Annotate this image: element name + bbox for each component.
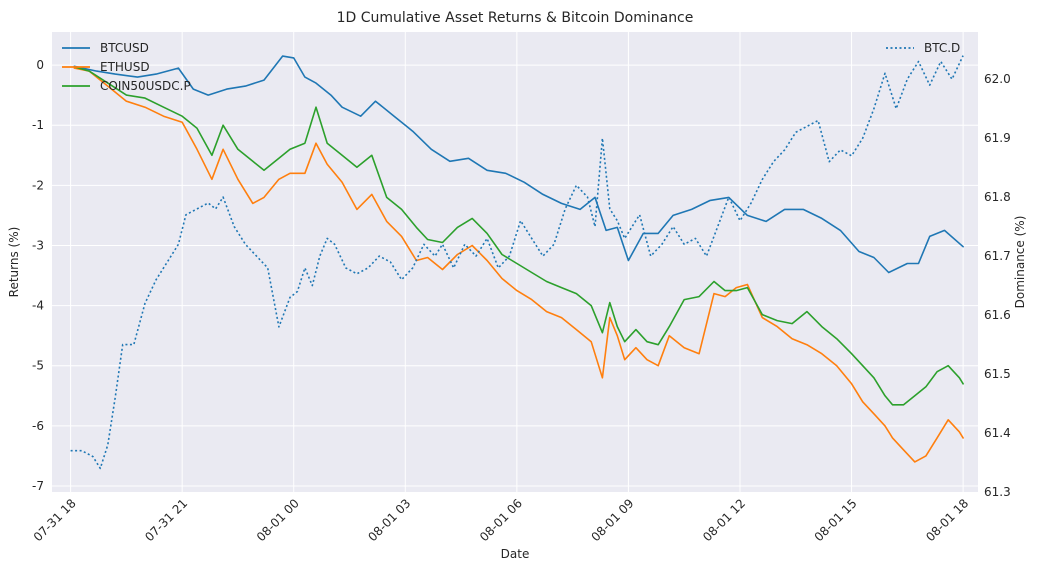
chart-title: 1D Cumulative Asset Returns & Bitcoin Do… [337,10,694,26]
y-axis-label: Returns (%) [7,227,21,298]
y2-tick-label: 61.4 [984,426,1011,440]
y-tick-label: 0 [36,58,44,72]
y2-axis-label: Dominance (%) [1013,216,1027,309]
legend-label: COIN50USDC.P [100,79,191,93]
series-line-btc-d [70,55,964,470]
y-tick-label: -3 [32,238,44,252]
legend-left: BTCUSD ETHUSD COIN50USDC.P [62,41,191,93]
x-tick-label: 08-01 00 [254,496,302,544]
x-tick-label: 07-31 18 [31,496,79,544]
series-line-coin50usdc-p [73,66,964,406]
y2-tick-label: 61.3 [984,485,1011,499]
series-line-btcusd [73,55,964,274]
series-line-ethusd [73,67,964,463]
y-tick-label: -4 [32,299,44,313]
y-tick-label: -2 [32,178,44,192]
series-layer [70,55,964,470]
y-tick-label: -1 [32,118,44,132]
x-tick-label: 07-31 21 [142,496,190,544]
y2-tick-label: 62.0 [984,72,1011,86]
legend-label: ETHUSD [100,60,150,74]
y2-tick-label: 61.7 [984,249,1011,263]
legend-label: BTCUSD [100,41,149,55]
y2-tick-label: 61.9 [984,131,1011,145]
x-tick-label: 08-01 12 [700,496,748,544]
x-tick-label: 08-01 06 [477,496,525,544]
legend-label: BTC.D [924,41,960,55]
x-tick-label: 08-01 09 [588,496,636,544]
x-axis-label: Date [501,547,530,561]
y2-tick-label: 61.5 [984,367,1011,381]
legend-right: BTC.D [886,41,960,55]
y-tick-label: -5 [32,359,44,373]
x-tick-label: 08-01 18 [923,496,971,544]
x-tick-label: 08-01 03 [365,496,413,544]
x-tick-label: 08-01 15 [812,496,860,544]
grid-lines [52,32,978,492]
y-tick-label: -7 [32,479,44,493]
y-tick-label: -6 [32,419,44,433]
y2-tick-label: 61.6 [984,308,1011,322]
y2-tick-label: 61.8 [984,190,1011,204]
